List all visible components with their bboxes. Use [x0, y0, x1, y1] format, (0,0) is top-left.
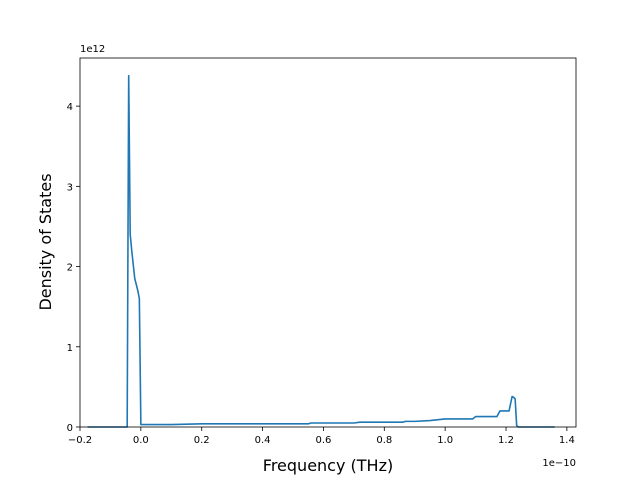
x-tick-label: 0.4 [255, 435, 271, 446]
y-tick-label: 4 [67, 102, 73, 113]
x-tick-label: 1.2 [498, 435, 514, 446]
y-offset-label: 1e12 [80, 44, 105, 55]
series-line-0 [87, 74, 555, 428]
x-tick-label: 1.4 [559, 435, 575, 446]
x-tick-label: 0.8 [376, 435, 392, 446]
x-tick-label: 0.2 [194, 435, 210, 446]
y-tick-label: 2 [67, 263, 73, 274]
x-offset-label: 1e−10 [542, 458, 576, 469]
x-tick-label: 0.0 [133, 435, 149, 446]
plot-area [87, 74, 555, 428]
y-tick-label: 3 [67, 182, 73, 193]
x-tick-label: 0.6 [315, 435, 331, 446]
x-tick-label: 1.0 [437, 435, 453, 446]
x-axis-title: Frequency (THz) [263, 456, 393, 475]
y-tick-label: 0 [67, 423, 73, 434]
x-axis-ticks: −0.2 0.0 0.2 0.4 0.6 0.8 1.0 1.2 1.4 [68, 427, 575, 446]
plot-frame [79, 57, 577, 428]
x-tick-label: −0.2 [68, 435, 92, 446]
y-tick-label: 1 [67, 343, 73, 354]
y-axis-ticks: 0 1 2 3 4 [67, 102, 80, 434]
y-axis-title: Density of States [36, 173, 55, 310]
